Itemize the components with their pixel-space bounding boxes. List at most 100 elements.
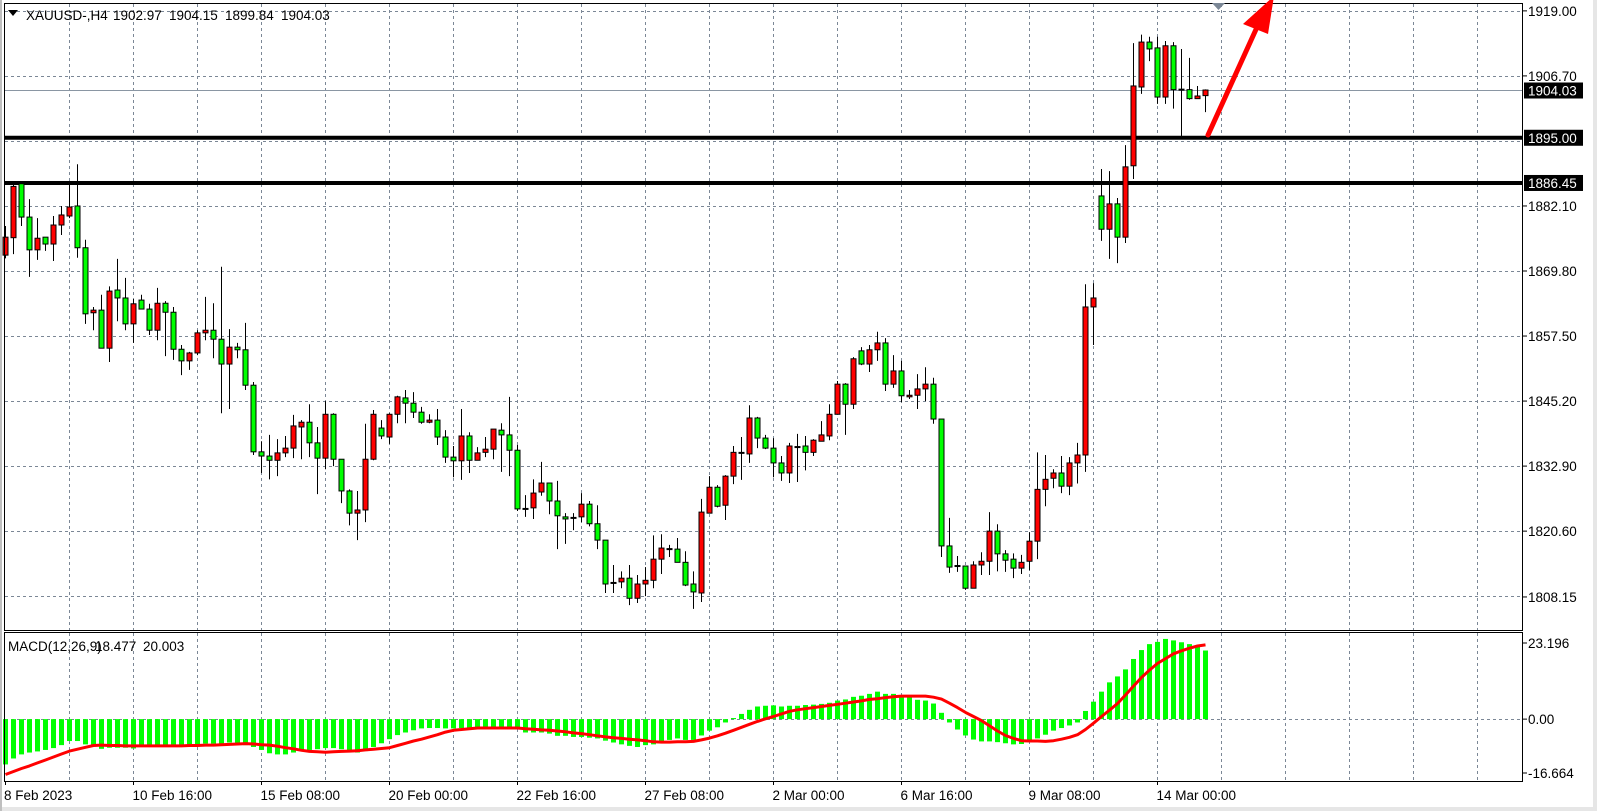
macd-histogram-bar <box>739 713 744 720</box>
candle-body-bear <box>594 523 601 541</box>
candle <box>546 482 553 515</box>
macd-histogram-bar <box>27 719 32 753</box>
ohlc-open: 1902.97 <box>113 8 162 23</box>
candle <box>594 505 601 550</box>
candle-body-bull <box>490 428 497 450</box>
time-tick-label: 10 Feb 16:00 <box>133 788 213 803</box>
macd-histogram-bar <box>963 719 968 736</box>
candle <box>570 513 577 531</box>
candle <box>602 539 609 593</box>
macd-histogram-bar <box>747 709 752 720</box>
candle <box>482 437 489 458</box>
candle-body-bear <box>498 429 505 436</box>
candle-body-bull <box>914 388 921 396</box>
candle <box>642 567 649 597</box>
candle <box>370 410 377 461</box>
candle <box>626 564 633 606</box>
macd-panel[interactable] <box>4 632 1523 782</box>
ohlc-close: 1904.03 <box>281 8 330 23</box>
macd-histogram-bar <box>731 718 736 720</box>
candle <box>906 389 913 399</box>
horizontal-levels[interactable] <box>5 90 1523 185</box>
macd-histogram-bar <box>243 719 248 746</box>
candle <box>690 571 697 609</box>
price-tick-label: 1845.20 <box>1528 394 1577 409</box>
candle-body-bull <box>1194 95 1201 100</box>
candle <box>1074 442 1081 484</box>
candle <box>1122 145 1129 243</box>
macd-histogram-bar <box>947 719 952 723</box>
candle <box>50 216 57 261</box>
price-tick-label: 1882.10 <box>1528 199 1577 214</box>
macd-histogram-bar <box>915 699 920 720</box>
candle <box>226 329 233 409</box>
time-tick-label: 9 Mar 08:00 <box>1029 788 1101 803</box>
candle-body-bear <box>1186 89 1193 100</box>
candle-body-bear <box>962 565 969 589</box>
candle <box>762 434 769 450</box>
level-price-label: 1895.00 <box>1528 131 1577 146</box>
candle <box>58 205 65 236</box>
candle-body-bull <box>634 583 641 599</box>
candle <box>154 287 161 341</box>
macd-histogram-bar <box>891 693 896 720</box>
candle-doji <box>738 451 745 454</box>
macd-histogram-bar <box>459 719 464 729</box>
window-frame-left <box>0 0 2 811</box>
candle <box>186 351 193 370</box>
macd-histogram-bar <box>1011 719 1016 745</box>
candle <box>650 535 657 589</box>
time-tick-label: 14 Mar 00:00 <box>1157 788 1237 803</box>
macd-histogram-bar <box>131 719 136 749</box>
macd-histogram-bar <box>291 719 296 753</box>
macd-histogram-bar <box>307 719 312 750</box>
macd-histogram-bar <box>1195 646 1200 720</box>
macd-histogram-bar <box>203 719 208 744</box>
candle-body-bull <box>154 302 161 331</box>
candle <box>1018 554 1025 574</box>
candle <box>274 439 281 477</box>
candle-body-bear <box>258 451 265 457</box>
macd-histogram-bar <box>659 719 664 743</box>
macd-histogram-bar <box>147 719 152 746</box>
candle <box>2 226 9 259</box>
macd-histogram-bar <box>1083 710 1088 720</box>
candle-body-bull <box>194 332 201 354</box>
macd-signal-line <box>4 643 1206 776</box>
candle <box>618 571 625 589</box>
candle-body-bull <box>1066 462 1073 487</box>
candle <box>666 544 673 558</box>
macd-histogram-bar <box>51 719 56 749</box>
candle-body-bear <box>546 482 553 502</box>
macd-histogram-bar <box>955 719 960 730</box>
candle <box>170 306 177 360</box>
candle <box>682 551 689 587</box>
candle <box>962 565 969 590</box>
red-up-arrow-icon[interactable] <box>1205 0 1274 138</box>
candle-body-bull <box>922 383 929 390</box>
candle <box>810 439 817 457</box>
macd-histogram-bar <box>235 719 240 744</box>
candle-body-bear <box>1058 472 1065 487</box>
triangle-down-icon[interactable] <box>8 10 18 16</box>
macd-histogram-bar <box>771 705 776 720</box>
macd-histogram-bar <box>75 719 80 742</box>
macd-histogram-bar <box>627 719 632 746</box>
main-chart-panel[interactable] <box>4 3 1523 631</box>
macd-histogram-bar <box>443 719 448 729</box>
macd-histogram-bar <box>411 719 416 731</box>
macd-histogram-bar <box>707 719 712 731</box>
macd-histogram-bar <box>515 719 520 729</box>
candle <box>978 552 985 576</box>
chart-symbol-timeframe: XAUUSD-,H4 <box>26 8 108 23</box>
macd-histogram-bar <box>83 719 88 745</box>
candle-body-bear <box>930 383 937 420</box>
candle-body-bull <box>290 425 297 449</box>
macd-histogram-bar <box>475 719 480 729</box>
candle-body-bear <box>450 456 457 462</box>
candle-body-bear <box>442 436 449 458</box>
macd-histogram-bar <box>875 691 880 720</box>
candle <box>34 218 41 260</box>
chart-shift-marker-icon[interactable] <box>1212 3 1225 10</box>
